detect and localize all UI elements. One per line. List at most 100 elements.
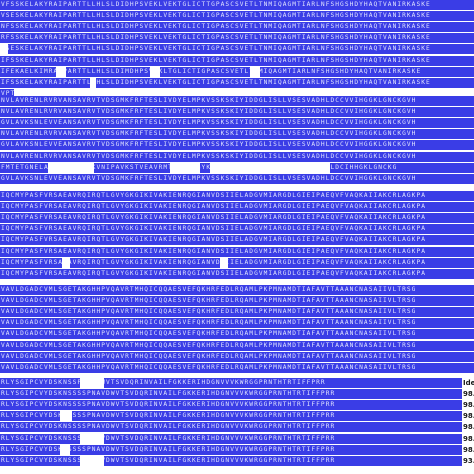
- sequence-text: VAVLDGADCVMLSGETAKGHHPVQAVRTMHQICQQAESVE…: [1, 341, 417, 349]
- sequence-text: NVLAVRENLRVRVANSAVRVTVDSGMKFRFTESLIVDYEL…: [1, 130, 417, 138]
- sequence-text: GVLAVKSNLEVVEANSAVRVTVDSGMKFRFTESLIVDYEL…: [1, 174, 417, 182]
- sequence-row: IQCMYPASFVRSAEAVRQIRQTLGVYGKGIKIVAKIENRQ…: [0, 224, 474, 235]
- sequence-row: VAVLDGADCVMLSGETAKGHHPVQAVRTMHQICQQAESVE…: [0, 340, 474, 351]
- sequence-row: IFSSKELAKYRAIPARTTLLHLSLDIDHPSVEKLVEKTGL…: [0, 55, 474, 66]
- sequence-row: IQCMYPASFVRSAEAVRQIRQTLGVYGKGIKIVAKIENRQ…: [0, 246, 474, 257]
- sequence-text: NFSSKELAKYRAIPARTTLLHLSLDIDHPSVEKLVEKTGL…: [1, 23, 431, 31]
- sequence-text: IQCMYPASFVRSAEAVRQIRQTLGVYGKGIKIVAKIENRQ…: [1, 225, 426, 233]
- sequence-text: VFSSKELAKYRAIPARTTLLHLSLDIDHPSVEKLVEKTGL…: [1, 1, 431, 8]
- sequence-row: RLYSGIPCVYDSKNSSSSPNAVDWVTSVDQRINVAILFGK…: [0, 411, 474, 422]
- sequence-text: IQCMYPASFVRSAEAVRQIRQTLGVYGKGIKIVAKIENRQ…: [1, 269, 426, 277]
- identity-value: 93.: [462, 455, 474, 466]
- identity-value: 98.: [462, 389, 474, 400]
- variable-region: [80, 378, 104, 388]
- sequence-row: GVLAVKSNLEVVEANSAVRVTVDSGMKFRFTESLIVDYEL…: [0, 140, 474, 151]
- identity-value: 98.: [462, 422, 474, 433]
- identity-value: 98.: [462, 411, 474, 422]
- sequence-row: IQCMYPASFVRSAEAVRQIRQTLGVYGKGIKIVAKIENRQ…: [0, 268, 474, 279]
- sequence-row: RLYSGIPCVYDSKNSSSSPNAVDWVTSVDQRINVAILFGK…: [0, 455, 474, 466]
- sequence-text: NVLAVRENLRVRVANSAVRVTVDSGMKFRFTESLIVDYEL…: [1, 152, 417, 160]
- sequence-text: VAVLDGADCVMLSGETAKGHHPVQAVRTMHQICQQAESVE…: [1, 330, 417, 338]
- sequence-text: VAVLDGADCVMLSGETAKGHHPVQAVRTMHQICQQAESVE…: [1, 363, 417, 371]
- sequence-text: RLYSGIPCVYDSKNSSSSPNAVDWVTSVDQRINVAILFGK…: [1, 434, 336, 442]
- sequence-row: RLYSGIPCVYDSKNSSPNAVDWVTSVDQRINVAILFGKKE…: [0, 378, 474, 388]
- sequence-text: VSESKELAKYRAIPARTTLLHLSLDIDHPSVEKLVEKTGL…: [1, 45, 431, 53]
- sequence-text: IQCMYPASFVRSAEAVRQIRQTLGVYGKGIKIVAKIENRQ…: [1, 203, 426, 211]
- variable-region: [56, 66, 66, 77]
- sequence-row: GVLAVKSNLEVVEANSAVRVTVDSGMKFRFTESLIVDYEL…: [0, 118, 474, 129]
- sequence-text: IFSSKELAKYRAIPARTTLLHLSLDIDHPSVEKLVEKTGL…: [1, 56, 431, 64]
- sequence-text: VAVLDGADCVMLSGETAKGHHPVQAVRTMHQICQQAESVE…: [1, 319, 417, 327]
- variable-region: [170, 162, 200, 173]
- identity-value: 98.: [462, 433, 474, 444]
- sequence-row: VSESKELAKYRAIPARTTLLHLSLDIDHPSVEKLVEKTGL…: [0, 44, 474, 55]
- sequence-row: VAVLDGADCVMLSGETAKGHHPVQAVRTMHQICQQAESVE…: [0, 351, 474, 362]
- identity-value: 98.: [462, 444, 474, 455]
- sequence-row: VAVLDGADCVMLSGETAKGHHPVQAVRTMHQICQQAESVE…: [0, 318, 474, 329]
- sequence-text: NVLAVRENLRVRVANSAVRVTVDSGMKFRFTESLIVDYEL…: [1, 108, 417, 116]
- variable-region: [60, 444, 70, 455]
- sequence-row: NVLAVRENLRVRVANSAVRVTVDSGMKFRFTESLIVDYEL…: [0, 129, 474, 140]
- variable-region: [220, 257, 228, 268]
- variable-region: [75, 88, 474, 99]
- sequence-text: RLYSGIPCVYDSKNSSSSPNAVDWVTSVDQRINVAILFGK…: [1, 401, 336, 409]
- sequence-text: IFSSKELAKYRAIPARTTLLHLSLDIDHPSVEKLVEKTGL…: [1, 78, 431, 86]
- sequence-row: VSESKELAKYRAIPARTTLLHLSLDIDHPSVEKLVEKTGL…: [0, 11, 474, 22]
- variable-region: [150, 66, 160, 77]
- sequence-row: IQCMYPASFVRSAEAVRQIRQTLGVYGKGIKIVAKIENRQ…: [0, 191, 474, 201]
- sequence-row: NVLAVRENLRVRVANSAVRVTVDSGMKFRFTESLIVDYEL…: [0, 107, 474, 118]
- variable-region: [14, 88, 74, 99]
- sequence-row: IFSSKELAKYRAIPARTTLLHLSLDIDHPSVEKLVEKTGL…: [0, 77, 474, 88]
- sequence-text: IQCMYPASFVRSAEAVRQIRQTLGVYGKGIKIVAKIENRQ…: [1, 236, 426, 244]
- sequence-text: VAVLDGADCVMLSGETAKGHHPVQAVRTMHQICQQAESVE…: [1, 297, 417, 305]
- sequence-text: RLYSGIPCVYDSKNSSSSPNAVDWVTSVDQRINVAILFGK…: [1, 445, 336, 453]
- sequence-text: IQCMYPASFVRSAEAVRQIRQTLGVYGKGIKIVAKIENRQ…: [1, 258, 426, 266]
- sequence-text: NVLAVRENLRVRVANSAVRVTVDSGMKFRFTESLIVDYEL…: [1, 97, 417, 104]
- variable-region: [250, 66, 260, 77]
- sequence-row: RLYSGIPCVYDSKNSSSSPNAVDWVTSVDQRINVAILFGK…: [0, 422, 474, 433]
- sequence-text: RLYSGIPCVYDSKNSSPNAVDWVTSVDQRINVAILFGKKE…: [1, 379, 326, 386]
- variable-region: [0, 44, 8, 55]
- sequence-row: RLYSGIPCVYDSKNSSSSPNAVDWVTSVDQRINVAILFGK…: [0, 444, 474, 455]
- variable-region: [80, 433, 104, 444]
- sequence-text: RLYSGIPCVYDSKNSSSSPNAVDWVTSVDQRINVAILFGK…: [1, 390, 336, 398]
- sequence-text: VAVLDGADCVMLSGETAKGHHPVQAVRTMHQICQQAESVE…: [1, 308, 417, 316]
- sequence-text: VAVLDGADCVMLSGETAKGHHPVQAVRTMHQICQQAESVE…: [1, 286, 417, 293]
- sequence-row: VAVLDGADCVMLSGETAKGHHPVQAVRTMHQICQQAESVE…: [0, 296, 474, 307]
- sequence-row: IFEKAELKIMRAIPARTTLLHLSLDIMDHPSVEKLTGLIC…: [0, 66, 474, 77]
- sequence-text: VAVLDGADCVMLSGETAKGHHPVQAVRTMHQICQQAESVE…: [1, 352, 417, 360]
- sequence-row: IQCMYPASFVRSAEAVRQIRQTLGVYGKGIKIVAKIENRQ…: [0, 213, 474, 224]
- sequence-text: RLYSGIPCVYDSKNSSSSPNAVDWVTSVDQRINVAILFGK…: [1, 456, 336, 464]
- sequence-text: GVLAVKSNLEVVEANSAVRVTVDSGMKFRFTESLIVDYEL…: [1, 141, 417, 149]
- sequence-text: IFEKAELKIMRAIPARTTLLHLSLDIMDHPSVEKLTGLIC…: [1, 67, 422, 75]
- sequence-row: GVLAVKSNLEVVEANSAVRVTVDSGMKFRFTESLIVDYEL…: [0, 173, 474, 184]
- sequence-row: IQCMYPASFVRSAEAVRQIRQTLGVYGKGIKIVAKIENRQ…: [0, 235, 474, 246]
- sequence-row: NVLAVRENLRVRVANSAVRVTVDSGMKFRFTESLIVDYEL…: [0, 96, 474, 106]
- sequence-row: RLYSGIPCVYDSKNSSSSPNAVDWVTSVDQRINVAILFGK…: [0, 433, 474, 444]
- sequence-row: IQCMYPASFVRSAEAVRQIRQTLGVYGKGIKIVAKIENRQ…: [0, 257, 474, 268]
- sequence-row: VFSSKELAKYRAIPARTTLLHLSLDIDHPSVEKLVEKTGL…: [0, 0, 474, 10]
- identity-value: 98.: [462, 400, 474, 411]
- sequence-row: RLYSGIPCVYDSKNSSSSPNAVDWVTSVDQRINVAILFGK…: [0, 400, 474, 411]
- sequence-row: VAVLDGADCVMLSGETAKGHHPVQAVRTMHQICQQAESVE…: [0, 362, 474, 373]
- variable-region: [90, 77, 96, 88]
- sequence-row: RLYSGIPCVYDSKNSSSSPNAVDWVTSVDQRINVAILFGK…: [0, 389, 474, 400]
- sequence-row: VAVLDGADCVMLSGETAKGHHPVQAVRTMHQICQQAESVE…: [0, 307, 474, 318]
- sequence-text: RLYSGIPCVYDSKNSSSSPNAVDWVTSVDQRINVAILFGK…: [1, 412, 336, 420]
- sequence-row: IQCMYPASFVRSAEAVRQIRQTLGVYGKGIKIVAKIENRQ…: [0, 202, 474, 213]
- sequence-text: RLYSGIPCVYDSKNSSSSPNAVDWVTSVDQRINVAILFGK…: [1, 423, 336, 431]
- variable-region: [48, 162, 94, 173]
- sequence-row: NVLAVRENLRVRVANSAVRVTVDSGMKFRFTESLIVDYEL…: [0, 151, 474, 162]
- sequence-row: NFSSKELAKYRAIPARTTLLHLSLDIDHPSVEKLVEKTGL…: [0, 22, 474, 33]
- variable-region: [60, 411, 72, 422]
- identity-header: Ide: [462, 378, 474, 388]
- sequence-row: VAVLDGADCVMLSGETAKGHHPVQAVRTMHQICQQAESVE…: [0, 285, 474, 295]
- sequence-text: GVLAVKSNLEVVEANSAVRVTVDSGMKFRFTESLIVDYEL…: [1, 119, 417, 127]
- variable-region: [62, 257, 70, 268]
- sequence-text: RFSSKELAKYRAIPARTTLLHLSLDIDHPSVEKLVEKTGL…: [1, 34, 431, 42]
- sequence-text: IQCMYPASFVRSAEAVRQIRQTLGVYGKGIKIVAKIENRQ…: [1, 192, 426, 199]
- sequence-text: IQCMYPASFVRSAEAVRQIRQTLGVYGKGIKIVAKIENRQ…: [1, 247, 426, 255]
- variable-region: [80, 455, 104, 466]
- variable-region: [210, 162, 330, 173]
